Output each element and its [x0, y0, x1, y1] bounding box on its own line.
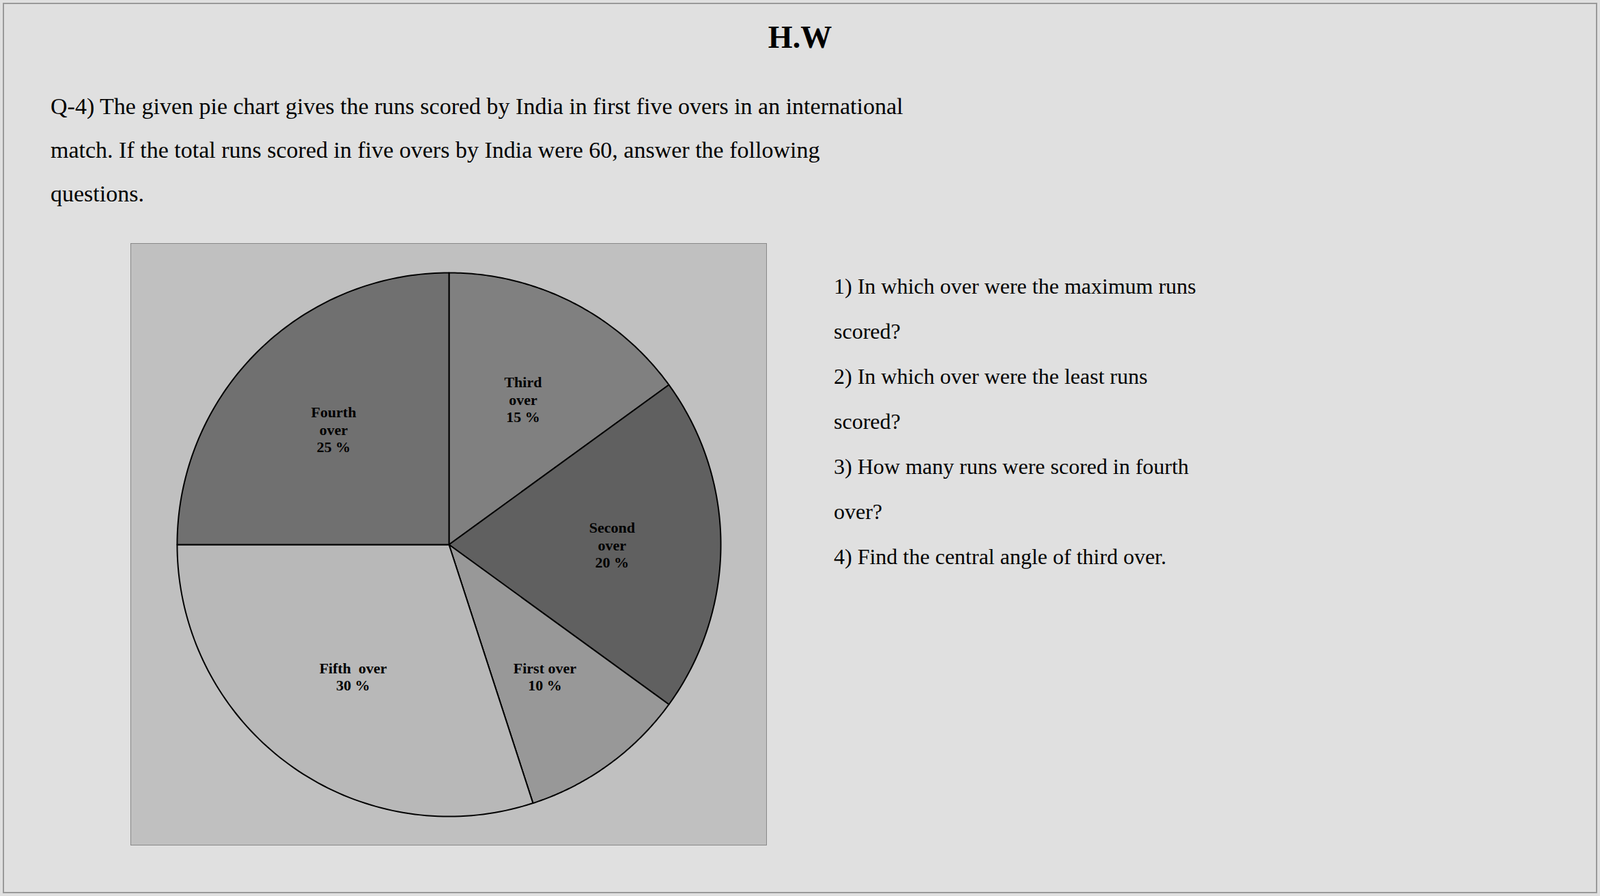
- svg-text:Fourthover25 %: Fourthover25 %: [311, 403, 357, 456]
- html-text:match. If the total runs score: match. If the total runs scored in five …: [50, 137, 820, 163]
- html-text:scored?: scored?: [833, 318, 901, 344]
- svg-text:Fifth over30 %: Fifth over30 %: [319, 659, 388, 694]
- html-text:Q-4) The given pie chart gives: Q-4) The given pie chart gives the runs …: [50, 93, 904, 119]
- svg-text:Thirdover15 %: Thirdover15 %: [503, 373, 542, 426]
- svg-text:First over10 %: First over10 %: [513, 659, 577, 694]
- html-text:1) In which over were the maxi: 1) In which over were the maximum runs: [833, 273, 1197, 299]
- html-text:2) In which over were the leas: 2) In which over were the least runs: [833, 363, 1148, 389]
- html-text:scored?: scored?: [833, 409, 901, 434]
- html-text:4) Find the central angle of t: 4) Find the central angle of third over.: [833, 544, 1167, 569]
- html-text:3) How many runs were scored i: 3) How many runs were scored in fourth: [833, 454, 1189, 479]
- html-text:H.W: H.W: [768, 19, 832, 55]
- svg-text:Secondover20 %: Secondover20 %: [589, 518, 636, 571]
- html-text:over?: over?: [833, 499, 883, 524]
- html-text:questions.: questions.: [50, 180, 145, 207]
